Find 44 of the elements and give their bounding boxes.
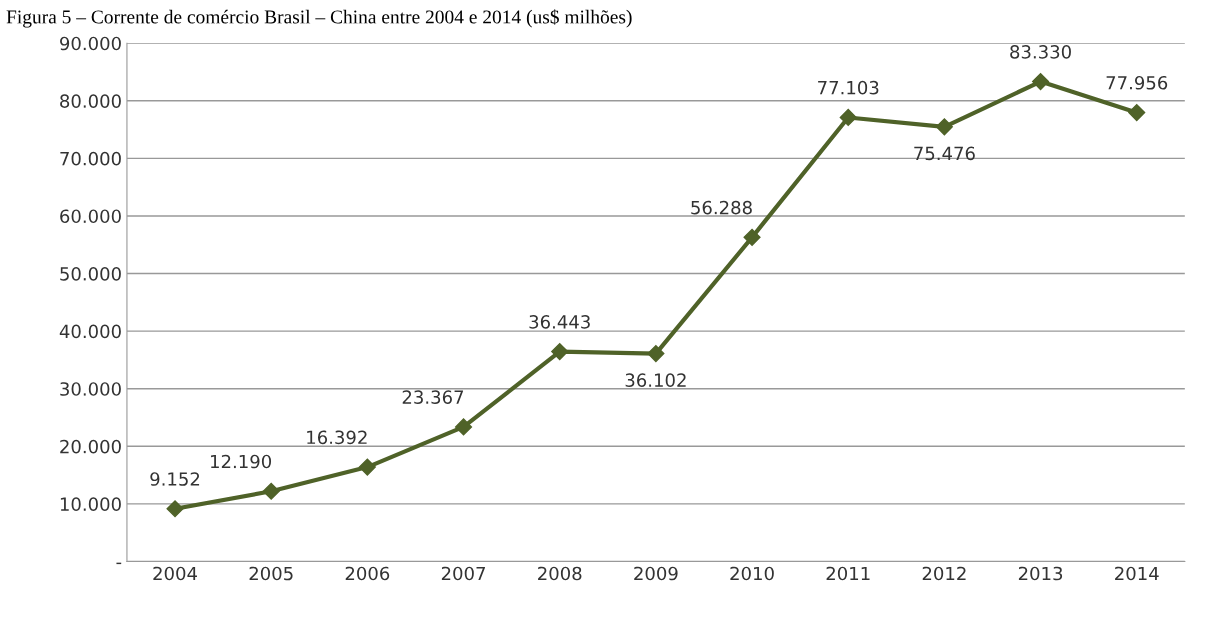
data-label: 9.152 [150, 472, 200, 486]
data-label: 77.103 [818, 80, 879, 95]
x-tick-label: 2013 [1018, 566, 1063, 581]
x-tick-label: 2008 [538, 566, 582, 581]
y-tick-label: 20.000 [60, 439, 121, 454]
point [743, 228, 761, 246]
y-tick-label: 10.000 [60, 497, 121, 511]
data-label: 36.102 [625, 373, 686, 387]
point [839, 108, 857, 127]
x-tick-label: 2011 [826, 566, 870, 581]
point [1032, 73, 1050, 91]
y-tick-label: 70.000 [60, 151, 121, 166]
y-tick-label: 50.000 [60, 267, 121, 281]
point [454, 418, 473, 436]
point [647, 345, 665, 363]
x-tick-label: 2006 [345, 566, 390, 581]
point [935, 118, 953, 136]
x-tick-label: 2010 [730, 566, 774, 581]
data-label: 12.190 [211, 454, 272, 469]
data-label: 56.288 [691, 200, 752, 215]
point [551, 343, 569, 361]
x-tick-label: 2012 [922, 566, 966, 581]
data-label: 75.476 [914, 146, 975, 161]
y-tick-label: 60.000 [60, 209, 121, 224]
point [166, 500, 184, 518]
y-tick-label: - [116, 562, 122, 565]
x-tick-label: 2014 [1115, 566, 1159, 581]
x-tick-label: 2007 [441, 566, 485, 581]
x-tick-label: 2004 [153, 566, 197, 581]
chart-title: Figura 5 – Corrente de comércio Brasil – China entre 2004 e 2014 (us$ milhões) [6, 9, 632, 28]
data-label: 77.956 [1106, 75, 1168, 90]
data-label: 16.392 [307, 430, 367, 445]
y-tick-label: 80.000 [60, 94, 121, 108]
y-tick-label: 40.000 [59, 324, 121, 339]
data-label: 83.330 [1010, 45, 1071, 59]
data-label: 23.367 [402, 390, 464, 404]
point [358, 458, 376, 476]
point [1128, 103, 1146, 122]
data-label: 36.443 [529, 315, 590, 329]
y-tick-label: 90.000 [60, 36, 121, 51]
x-tick-label: 2005 [249, 566, 293, 581]
y-tick-label: 30.000 [60, 382, 121, 396]
x-tick-label: 2009 [634, 566, 678, 581]
point [262, 482, 280, 500]
